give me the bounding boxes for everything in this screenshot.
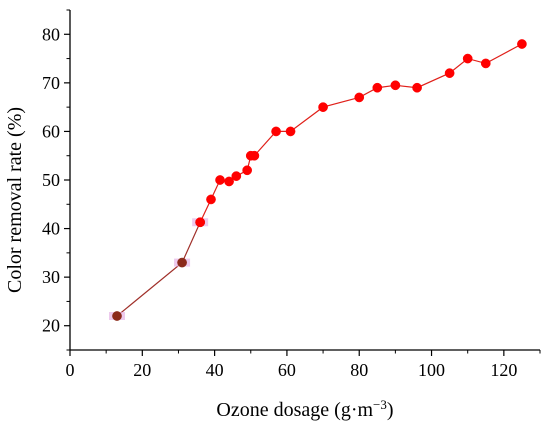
y-tick-label: 20 (42, 316, 60, 336)
series-1-line (116, 222, 201, 317)
series-2-point (249, 150, 260, 161)
series-2-point (195, 217, 206, 228)
y-tick-label: 80 (42, 24, 60, 44)
series-2-point (412, 82, 422, 93)
x-tick-label: 0 (66, 360, 75, 380)
y-tick-label: 60 (42, 121, 60, 141)
plot-series-layer (109, 39, 527, 321)
x-axis-title: Ozone dosage (g·m−3) (216, 397, 393, 421)
x-tick-label: 20 (133, 360, 151, 380)
x-tick-label: 80 (350, 360, 368, 380)
series-2-point (285, 126, 296, 137)
series-2-point (517, 39, 527, 49)
series-2-point (215, 175, 225, 185)
series-2-point (390, 80, 401, 91)
x-tick-label: 40 (206, 360, 224, 380)
series-2-point (354, 92, 365, 103)
y-tick-label: 50 (42, 170, 60, 190)
x-tick-label: 60 (278, 360, 296, 380)
series-2-point (462, 53, 473, 64)
series-2-point (224, 176, 234, 187)
series-2-point (480, 58, 491, 69)
y-tick-label: 70 (42, 73, 60, 93)
series-2-point (242, 165, 253, 176)
y-tick-label: 40 (42, 219, 60, 239)
x-tick-label: 120 (490, 360, 517, 380)
series-2-point (206, 194, 216, 205)
series-1-point (112, 311, 122, 321)
series-2-point (271, 126, 281, 137)
series-2-point (372, 82, 383, 93)
series-1-point (177, 257, 187, 268)
axes-layer: 0 20 40 60 80 100 120 20 30 40 50 60 70 80 (42, 9, 541, 380)
series-2-line (199, 43, 523, 223)
series-2-point (231, 171, 242, 181)
x-tick-label: 100 (418, 360, 445, 380)
series-2-point (318, 102, 328, 112)
y-tick-label: 30 (42, 267, 60, 287)
y-axis-title: Color removal rate (%) (4, 107, 26, 293)
series-2-point (444, 68, 455, 78)
